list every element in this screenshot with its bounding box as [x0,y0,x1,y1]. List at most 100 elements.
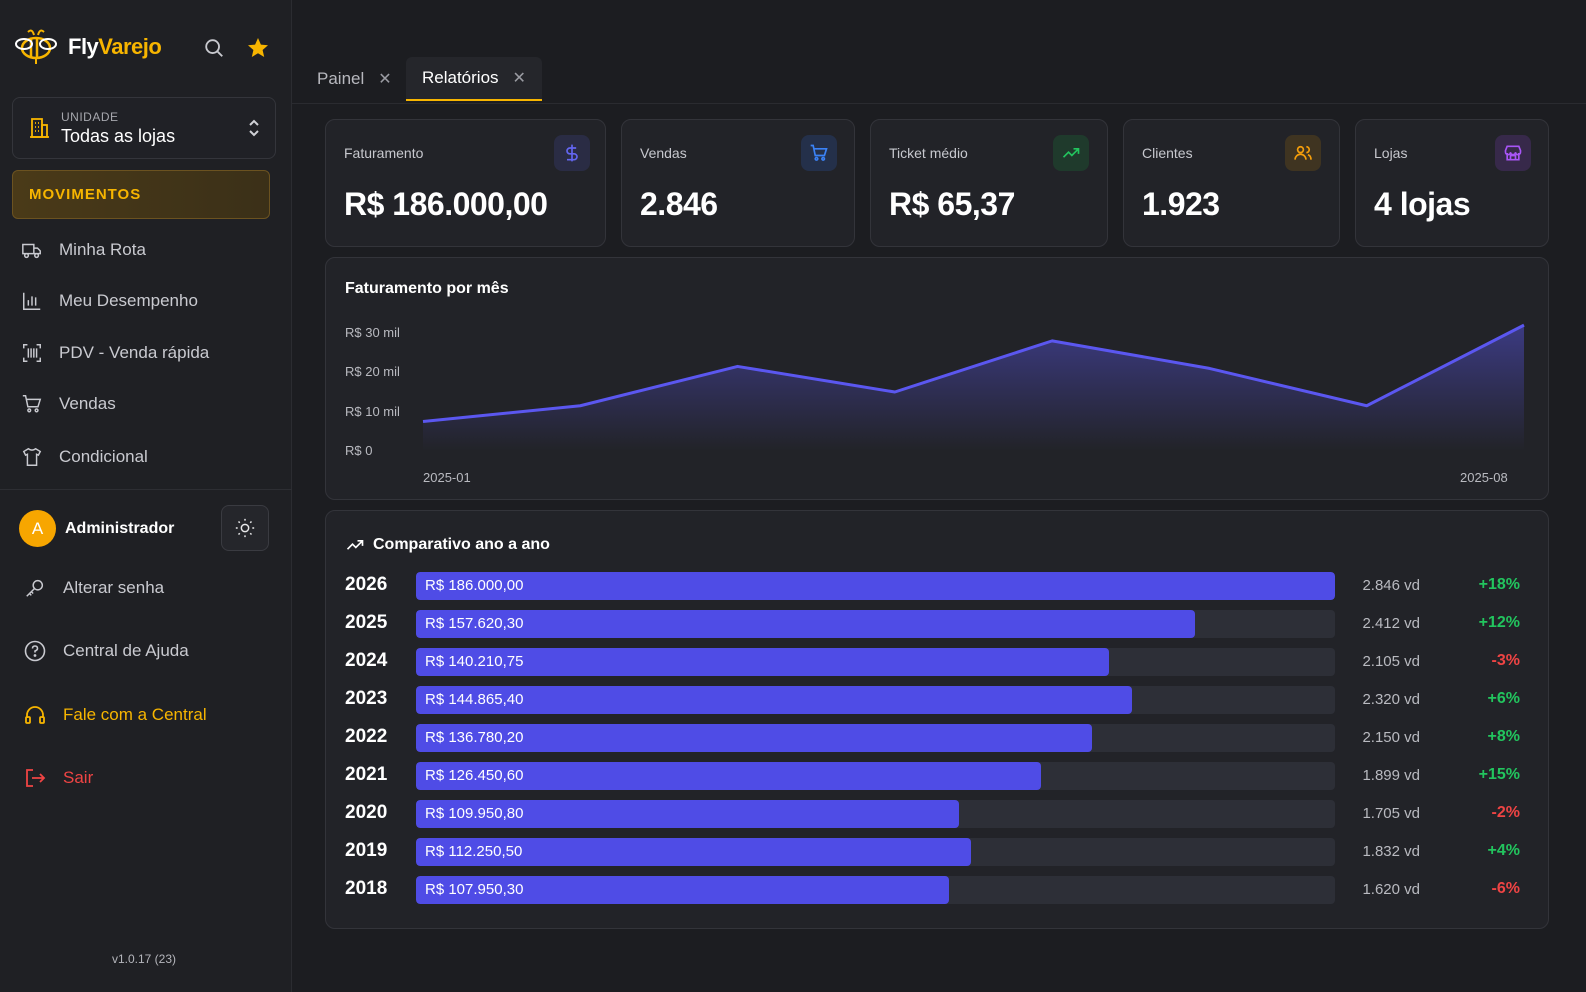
kpi-title: Lojas [1374,145,1408,161]
unit-value: Todas as lojas [61,125,176,146]
tab-painel[interactable]: Painel ✕ [301,57,408,101]
movimentos-section-button[interactable]: MOVIMENTOS [12,170,270,219]
kpi-value: R$ 65,37 [889,186,1015,222]
year-label: 2020 [345,802,388,823]
comparison-row: 2019 R$ 112.250,50 1.832 vd +4% [326,838,1550,868]
users-icon [1285,135,1321,171]
kpi-title: Clientes [1142,145,1193,161]
star-icon[interactable] [244,34,272,62]
nav-label: Minha Rota [59,240,146,259]
cart-icon [801,135,837,171]
change-percent: -3% [1491,652,1520,669]
theme-toggle-button[interactable] [221,505,269,551]
nav-item-condicional[interactable]: Condicional [20,439,280,475]
kpi-card-faturamento: Faturamento R$ 186.000,00 [325,119,606,247]
change-percent: +4% [1487,842,1520,859]
amount-label: R$ 140.210,75 [425,653,524,670]
amount-label: R$ 126.450,60 [425,767,524,784]
comparison-row: 2025 R$ 157.620,30 2.412 vd +12% [326,610,1550,640]
headset-icon [22,702,48,728]
nav-item-vendas[interactable]: Vendas [20,386,280,422]
sales-count: 1.620 vd [1362,881,1420,898]
help-center-label: Central de Ajuda [63,641,189,660]
change-percent: -2% [1491,804,1520,821]
kpi-card-ticket-medio: Ticket médio R$ 65,37 [870,119,1108,247]
logout-link[interactable]: Sair [22,760,272,796]
year-label: 2023 [345,688,388,709]
comparison-row: 2022 R$ 136.780,20 2.150 vd +8% [326,724,1550,754]
truck-icon [20,238,44,262]
dollar-icon [554,135,590,171]
nav-item-meu-desempenho[interactable]: Meu Desempenho [20,283,280,319]
store-icon [1495,135,1531,171]
unit-label: UNIDADE [61,109,119,124]
comparison-header: Comparativo ano a ano [345,535,550,555]
help-center-link[interactable]: Central de Ajuda [22,633,272,669]
year-label: 2026 [345,574,388,595]
brand[interactable]: FlyVarejo [14,26,162,68]
trending-up-icon [346,540,364,550]
comparison-row: 2021 R$ 126.450,60 1.899 vd +15% [326,762,1550,792]
kpi-value: 2.846 [640,186,718,222]
x-tick-label: 2025-01 [423,470,471,485]
brand-name-varejo: Varejo [98,34,162,59]
tab-relatorios[interactable]: Relatórios ✕ [406,57,542,101]
nav-item-minha-rota[interactable]: Minha Rota [20,232,280,268]
y-tick-label: R$ 10 mil [345,404,400,419]
sidebar: FlyVarejo UNIDADE Todas as lojas MOVIMEN… [0,0,292,992]
close-icon[interactable]: ✕ [512,70,526,87]
close-icon[interactable]: ✕ [378,71,392,88]
app-version: v1.0.17 (23) [111,952,177,966]
change-password-label: Alterar senha [63,578,165,597]
bar-track: R$ 186.000,00 [416,572,1335,600]
contact-central-link[interactable]: Fale com a Central [22,697,272,733]
sales-count: 1.705 vd [1362,805,1420,822]
change-percent: +8% [1487,728,1520,745]
unit-selector[interactable]: UNIDADE Todas as lojas [12,97,276,159]
bar-fill [416,686,1132,714]
series-line [422,323,1525,423]
sales-count: 2.105 vd [1362,653,1420,670]
tab-bar: Painel ✕ Relatórios ✕ [292,0,1586,104]
amount-label: R$ 136.780,20 [425,729,524,746]
change-percent: +15% [1478,766,1520,783]
bar-fill [416,724,1092,752]
contact-central-label: Fale com a Central [63,705,207,724]
kpi-card-clientes: Clientes 1.923 [1123,119,1340,247]
sales-count: 1.899 vd [1362,767,1420,784]
bar-fill [416,610,1195,638]
kpi-value: 1.923 [1142,186,1220,222]
year-label: 2025 [345,612,388,633]
change-password-link[interactable]: Alterar senha [22,570,272,606]
comparison-title: Comparativo ano a ano [373,536,550,553]
nav-label: PDV - Venda rápida [59,343,210,362]
cart-icon [20,392,44,416]
year-label: 2019 [345,840,388,861]
year-label: 2018 [345,878,388,899]
bar-fill [416,648,1109,676]
bar-track: R$ 157.620,30 [416,610,1335,638]
bee-logo-icon [15,29,57,64]
x-tick-label: 2025-08 [1460,470,1508,485]
nav-item-pdv-venda-rapida[interactable]: PDV - Venda rápida [20,335,280,371]
bar-track: R$ 107.950,30 [416,876,1335,904]
kpi-title: Faturamento [344,145,424,161]
bar-fill [416,800,960,828]
sun-icon [235,518,255,538]
bar-fill [416,876,950,904]
bar-fill [416,762,1041,790]
search-icon[interactable] [200,34,228,62]
tab-label: Relatórios [422,68,499,87]
sidebar-divider [0,489,292,490]
y-tick-label: R$ 0 [345,443,373,458]
bar-fill [416,572,1335,600]
change-percent: +18% [1478,576,1520,593]
area-fill [423,325,1524,451]
sales-count: 1.832 vd [1362,843,1420,860]
amount-label: R$ 112.250,50 [425,843,523,860]
bar-track: R$ 136.780,20 [416,724,1335,752]
nav-label: Meu Desempenho [59,291,198,310]
comparison-row: 2018 R$ 107.950,30 1.620 vd -6% [326,876,1550,906]
amount-label: R$ 157.620,30 [425,615,524,632]
user-profile[interactable]: A Administrador [19,510,174,547]
